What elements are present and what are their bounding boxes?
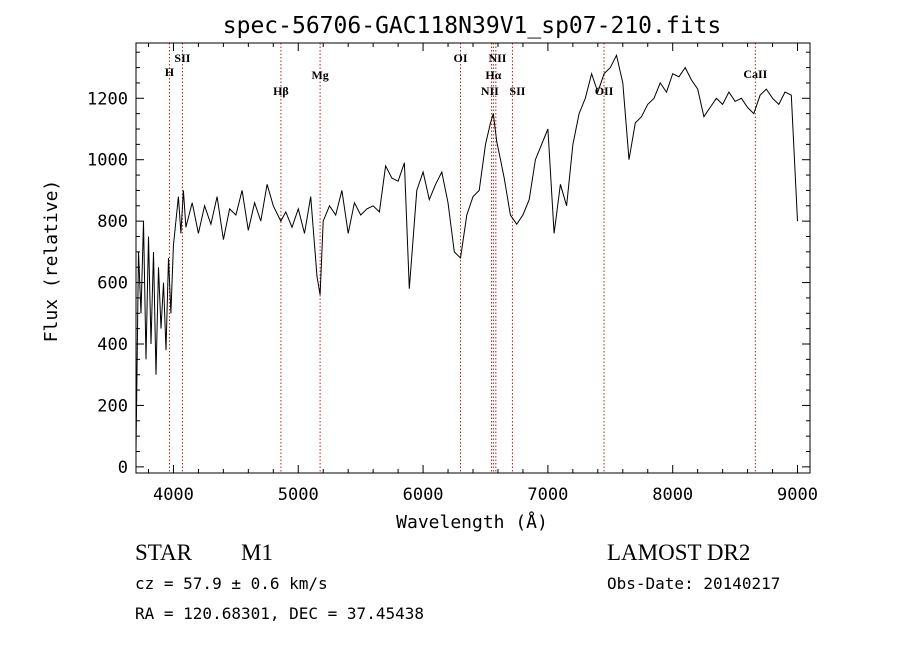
x-tick-label: 5000 [278,485,319,505]
line-marker-label: H [165,65,175,79]
line-marker-label: NII [481,84,499,98]
x-tick-label: 8000 [652,485,693,505]
line-marker-label: SII [174,51,190,65]
x-tick-label: 4000 [153,485,194,505]
line-marker-label: NII [488,51,506,65]
y-tick-label: 600 [97,274,128,294]
line-marker-label: Mg [311,68,328,82]
line-marker-label: Hα [485,68,501,82]
x-tick-label: 7000 [527,485,568,505]
emission-line-markers [168,43,756,473]
line-marker-label: OI [454,51,468,65]
x-axis-ticks: 4000 5000 6000 7000 8000 9000 [147,43,818,505]
y-axis-label: Flux (relative) [41,180,62,343]
plot-frame [135,42,811,474]
survey-name: LAMOST DR2 [607,540,750,565]
line-marker-label: SII [509,84,525,98]
sky-coordinates: RA = 120.68301, DEC = 37.45438 [135,604,424,623]
y-tick-label: 1200 [87,89,128,109]
object-class: STAR [135,540,193,565]
redshift-velocity: cz = 57.9 ± 0.6 km/s [135,574,328,593]
y-tick-label: 800 [97,212,128,232]
line-marker-label: Hβ [273,84,289,98]
x-axis-label: Wavelength (Å) [396,511,548,533]
y-tick-label: 1000 [87,151,128,171]
object-subclass: M1 [241,540,273,565]
y-axis-ticks: 0 200 400 600 800 1000 1200 [87,51,810,478]
observation-date: Obs-Date: 20140217 [607,574,780,593]
y-tick-label: 200 [97,396,128,416]
line-marker-label: CaII [743,67,767,81]
y-tick-label: 0 [118,458,128,478]
y-tick-label: 400 [97,335,128,355]
chart-title: spec-56706-GAC118N39V1_sp07-210.fits [223,13,722,39]
spectrum-series-line [135,53,798,452]
x-tick-label: 6000 [403,485,444,505]
x-tick-label: 9000 [777,485,818,505]
